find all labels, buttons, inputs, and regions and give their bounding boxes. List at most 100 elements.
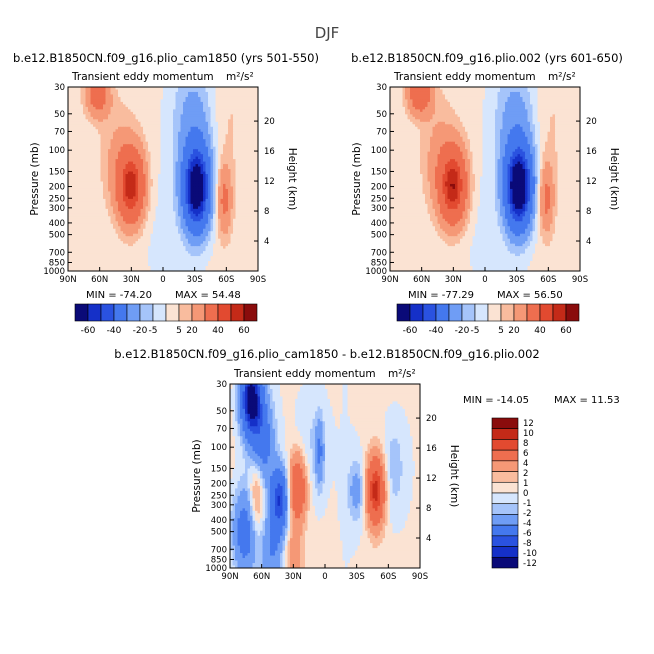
heatmap-cell	[173, 213, 176, 217]
heatmap-cell	[250, 106, 254, 110]
heatmap-cell	[223, 99, 226, 103]
heatmap-cell	[218, 91, 221, 95]
heatmap-cell	[160, 228, 164, 232]
heatmap-cell	[243, 218, 246, 222]
heatmap-cell	[120, 236, 124, 240]
heatmap-cell	[170, 216, 174, 220]
heatmap-cell	[75, 246, 79, 250]
heatmap-cell	[240, 156, 244, 160]
heatmap-cell	[80, 174, 84, 177]
heatmap-cell	[233, 201, 236, 205]
heatmap-cell	[255, 196, 259, 200]
heatmap-cell	[190, 121, 194, 125]
heatmap-cell	[163, 213, 166, 217]
heatmap-cell	[190, 203, 194, 207]
heatmap-cell	[178, 208, 181, 212]
heatmap-cell	[250, 164, 254, 167]
heatmap-cell	[135, 216, 139, 220]
heatmap-cell	[98, 213, 101, 217]
heatmap-cell	[253, 121, 256, 125]
heatmap-cell	[85, 174, 89, 177]
heatmap-cell	[253, 94, 256, 98]
heatmap-cell	[223, 124, 226, 128]
heatmap-cell	[225, 149, 229, 153]
heatmap-cell	[190, 218, 194, 222]
heatmap-cell	[225, 211, 229, 215]
heatmap-cell	[73, 129, 76, 133]
heatmap-cell	[175, 196, 179, 200]
heatmap-cell	[225, 181, 229, 185]
heatmap-cell	[208, 183, 211, 187]
heatmap-cell	[163, 144, 166, 148]
heatmap-cell	[203, 121, 206, 125]
heatmap-cell	[245, 131, 249, 135]
heatmap-cell	[113, 144, 116, 148]
heatmap-cell	[140, 144, 144, 148]
heatmap-cell	[243, 243, 246, 247]
heatmap-cell	[238, 213, 241, 217]
heatmap-cell	[110, 206, 114, 210]
heatmap-cell	[178, 124, 181, 128]
heatmap-cell	[240, 208, 244, 212]
heatmap-cell	[253, 124, 256, 128]
heatmap-cell	[115, 198, 119, 202]
heatmap-cell	[233, 181, 236, 185]
heatmap-cell	[158, 203, 161, 207]
heatmap-cell	[135, 91, 139, 95]
heatmap-cell	[110, 198, 114, 202]
heatmap-cell	[203, 213, 206, 217]
heatmap-cell	[165, 226, 169, 230]
heatmap-cell	[163, 129, 166, 133]
heatmap-cell	[95, 91, 99, 95]
heatmap-cell	[130, 193, 134, 197]
heatmap-cell	[183, 183, 186, 187]
heatmap-cell	[170, 211, 174, 215]
heatmap-cell	[215, 216, 219, 220]
heatmap-cell	[238, 233, 241, 237]
heatmap-cell	[93, 179, 96, 182]
heatmap-cell	[255, 221, 259, 225]
heatmap-cell	[198, 124, 201, 128]
heatmap-cell	[143, 174, 146, 177]
heatmap-cell	[73, 231, 76, 235]
heatmap-cell	[145, 121, 149, 125]
heatmap-cell	[138, 206, 141, 210]
heatmap-cell	[203, 141, 206, 145]
heatmap-cell	[225, 236, 229, 240]
heatmap-cell	[80, 186, 84, 190]
heatmap-cell	[155, 208, 159, 212]
heatmap-cell	[73, 116, 76, 120]
heatmap-cell	[245, 96, 249, 100]
heatmap-cell	[140, 179, 144, 182]
heatmap-cell	[243, 191, 246, 195]
heatmap-cell	[235, 91, 239, 95]
heatmap-cell	[143, 144, 146, 148]
heatmap-cell	[240, 121, 244, 125]
heatmap-cell	[195, 106, 199, 110]
heatmap-cell	[250, 218, 254, 222]
heatmap-cell	[188, 201, 191, 205]
heatmap-cell	[155, 179, 159, 182]
heatmap-cell	[198, 238, 201, 242]
heatmap-cell	[140, 156, 144, 160]
heatmap-cell	[225, 198, 229, 202]
heatmap-cell	[135, 203, 139, 207]
heatmap-cell	[150, 146, 154, 150]
heatmap-cell	[205, 196, 209, 200]
heatmap-cell	[205, 149, 209, 153]
heatmap-cell	[235, 213, 239, 217]
heatmap-cell	[173, 149, 176, 153]
heatmap-cell	[135, 246, 139, 250]
heatmap-cell	[230, 136, 234, 140]
heatmap-cell	[208, 89, 211, 93]
heatmap-cell	[218, 106, 221, 110]
heatmap-cell	[150, 183, 154, 187]
heatmap-cell	[135, 151, 139, 155]
heatmap-cell	[73, 166, 76, 170]
heatmap-cell	[153, 154, 156, 158]
heatmap-cell	[73, 106, 76, 110]
heatmap-cell	[88, 159, 91, 162]
heatmap-cell	[160, 106, 164, 110]
heatmap-cell	[170, 109, 174, 113]
heatmap-cell	[153, 146, 156, 150]
